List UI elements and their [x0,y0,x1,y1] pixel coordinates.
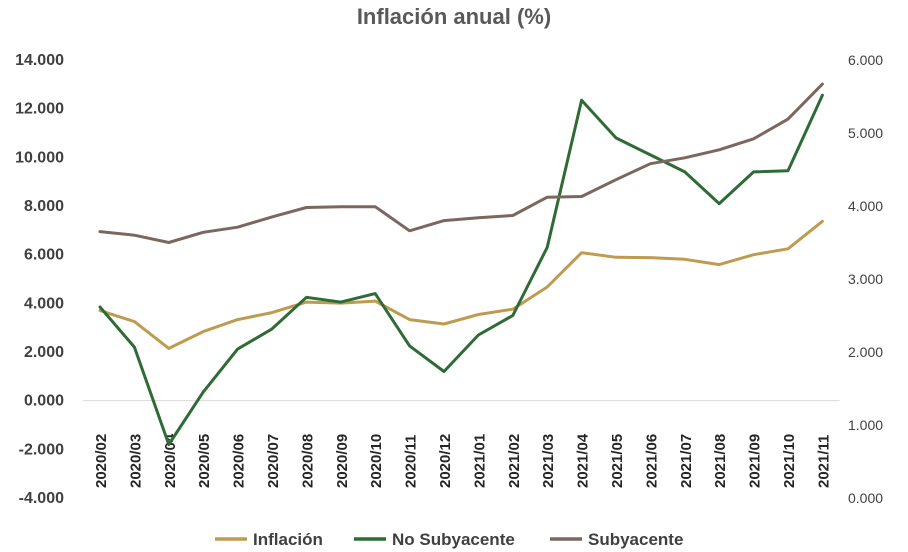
x-tick-label: 2021/09 [747,434,764,488]
left-tick-label: 14.000 [15,52,64,69]
legend-label: No Subyacente [392,530,515,549]
x-tick-label: 2020/09 [334,434,351,488]
left-tick-label: 0.000 [24,393,64,410]
left-tick-label: 8.000 [24,198,64,215]
series-line-2 [98,82,824,244]
x-tick-label: 2021/03 [540,434,557,488]
x-tick-label: 2020/05 [196,434,213,488]
x-tick-label: 2020/02 [93,434,110,488]
x-tick-label: 2021/02 [506,434,523,488]
x-tick-label: 2021/04 [575,433,592,488]
right-tick-label: 1.000 [848,417,883,433]
left-tick-label: 10.000 [15,149,64,166]
legend: Inflación No Subyacente Subyacente [215,530,683,549]
left-tick-label: 2.000 [24,344,64,361]
legend-label: Inflación [253,530,323,549]
left-tick-label: -2.000 [19,441,64,458]
x-tick-label: 2020/04 [162,433,179,488]
x-tick-label: 2020/11 [403,435,420,488]
right-tick-label: 2.000 [848,344,883,360]
x-tick-label: 2020/06 [231,434,248,488]
left-tick-label: 6.000 [24,247,64,264]
left-tick-label: 12.000 [15,101,64,118]
x-tick-label: 2021/01 [471,434,488,488]
x-tick-label: 2020/12 [437,434,454,488]
legend-label: Subyacente [588,530,683,549]
right-tick-label: 4.000 [848,198,883,214]
right-tick-label: 3.000 [848,271,883,287]
x-tick-label: 2020/03 [127,434,144,488]
left-tick-label: -4.000 [19,490,64,507]
right-tick-label: 0.000 [848,490,883,506]
left-axis-ticks: 14.000 12.000 10.000 8.000 6.000 4.000 2.000 0.… [15,52,64,507]
series-line-0 [98,219,824,350]
series-lines [98,82,824,446]
x-axis-ticks: 2020/02 2020/03 2020/04 2020/05 2020/06 2020/… [93,433,832,488]
x-tick-label: 2021/08 [712,434,729,488]
x-tick-label: 2021/10 [781,434,798,488]
chart-title: Inflación anual (%) [356,4,552,29]
x-tick-label: 2021/07 [678,434,695,488]
x-tick-label: 2021/06 [643,434,660,488]
series-line-1 [98,93,824,446]
x-tick-label: 2020/10 [368,434,385,488]
x-tick-label: 2021/05 [609,434,626,488]
x-tick-label: 2020/08 [299,434,316,488]
right-axis-ticks: 6.000 5.000 4.000 3.000 2.000 1.000 0.000 [848,52,883,506]
x-tick-label: 2021/11 [815,435,832,488]
left-tick-label: 4.000 [24,295,64,312]
x-tick-label: 2020/07 [265,434,282,488]
right-tick-label: 6.000 [848,52,883,68]
right-tick-label: 5.000 [848,125,883,141]
